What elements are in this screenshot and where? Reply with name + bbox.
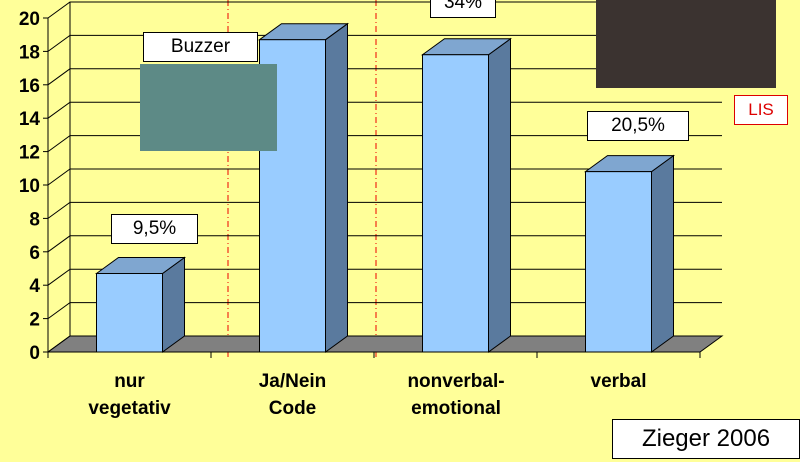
y-tick-label: 12 <box>19 143 40 164</box>
image-buzzer <box>140 64 277 151</box>
bar <box>422 54 489 353</box>
bar-side <box>488 37 511 353</box>
annotation: 34% <box>430 0 496 18</box>
bar <box>585 171 652 353</box>
bar <box>96 273 163 353</box>
y-tick-label: 0 <box>29 343 40 364</box>
x-tick-label: nur vegetativ <box>88 371 171 419</box>
bar-side <box>325 22 348 353</box>
grid-line <box>47 1 722 19</box>
y-tick-label: 8 <box>29 209 40 230</box>
y-tick-label: 14 <box>19 109 41 130</box>
y-tick-label: 6 <box>29 243 40 264</box>
y-tick-label: 2 <box>29 310 40 331</box>
x-tick-label: verbal <box>590 371 647 392</box>
image-lis <box>596 0 776 88</box>
plot: 0 2 4 6 8 10 12 14 16 18 20 <box>19 1 724 364</box>
bar-side <box>651 154 674 353</box>
y-tick-label: 20 <box>19 9 40 30</box>
y-tick-label: 18 <box>19 42 40 63</box>
x-tick-label: nonverbal-emotional <box>407 371 505 419</box>
annotation: LIS <box>734 95 788 125</box>
annotation: Buzzer <box>143 32 258 62</box>
y-tick-label: 16 <box>19 76 40 97</box>
annotation: 20,5% <box>587 111 689 141</box>
y-tick-label: 10 <box>19 176 40 197</box>
x-tick-label: Ja/Nein Code <box>258 371 327 419</box>
annotation: 9,5% <box>111 214 198 244</box>
y-tick-label: 4 <box>29 276 40 297</box>
grid-line <box>47 34 722 52</box>
annotation: Zieger 2006 <box>612 419 800 459</box>
